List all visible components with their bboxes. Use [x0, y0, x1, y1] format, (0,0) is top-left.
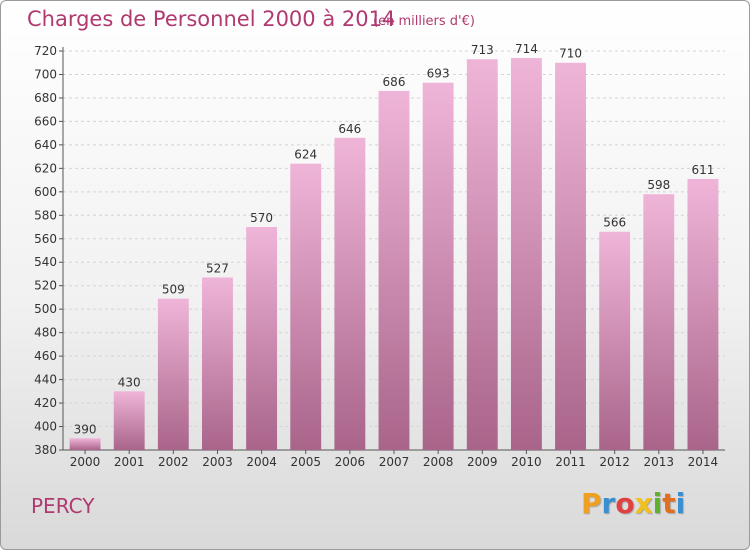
data-label-2004: 570	[250, 211, 273, 225]
y-tick-label: 400	[34, 420, 57, 434]
x-tick-label-2007: 2007	[379, 455, 410, 469]
y-tick-label: 440	[34, 373, 57, 387]
y-tick-label: 480	[34, 326, 57, 340]
bar-2012	[599, 231, 631, 450]
logo-letter: i	[652, 487, 663, 520]
x-tick-label-2003: 2003	[202, 455, 233, 469]
x-tick-label-2014: 2014	[688, 455, 719, 469]
chart-title: Charges de Personnel 2000 à 2014	[27, 7, 396, 31]
bar-2005	[290, 163, 322, 451]
logo-letter: o	[615, 487, 635, 520]
data-label-2002: 509	[162, 283, 185, 297]
data-label-2011: 710	[559, 47, 582, 61]
logo-letter: x	[634, 487, 653, 520]
data-label-2010: 714	[515, 42, 538, 56]
bar-2006	[334, 137, 366, 450]
y-tick-label: 700	[34, 67, 57, 81]
bar-2007	[378, 90, 410, 451]
data-label-2005: 624	[294, 148, 317, 162]
bar-2004	[246, 227, 278, 450]
x-tick-label-2006: 2006	[335, 455, 366, 469]
bar-2000	[69, 438, 101, 450]
y-tick-label: 720	[34, 44, 57, 58]
bar-2009	[466, 59, 498, 450]
x-tick-label-2005: 2005	[290, 455, 321, 469]
y-tick-label: 420	[34, 396, 57, 410]
bar-2008	[422, 82, 454, 450]
bar-2002	[157, 298, 189, 450]
y-tick-label: 560	[34, 232, 57, 246]
x-tick-label-2013: 2013	[644, 455, 675, 469]
x-tick-label-2012: 2012	[599, 455, 630, 469]
y-tick-label: 500	[34, 302, 57, 316]
bar-2014	[687, 178, 719, 450]
bar-2003	[202, 277, 233, 450]
y-tick-label: 520	[34, 279, 57, 293]
x-tick-label-2000: 2000	[70, 455, 101, 469]
data-label-2008: 693	[427, 67, 450, 81]
y-tick-label: 620	[34, 161, 57, 175]
y-tick-label: 600	[34, 185, 57, 199]
x-tick-label-2008: 2008	[423, 455, 454, 469]
x-tick-label-2002: 2002	[158, 455, 189, 469]
x-tick-label-2010: 2010	[511, 455, 542, 469]
data-label-2007: 686	[383, 75, 406, 89]
logo-letter: t	[662, 487, 676, 520]
logo-letter: i	[675, 487, 686, 520]
y-tick-label: 680	[34, 91, 57, 105]
data-label-2006: 646	[338, 122, 361, 136]
data-label-2003: 527	[206, 261, 229, 275]
y-tick-labels: 380 400 420 440 460 480 500 520 540 560 580 600 620 6…	[34, 44, 57, 457]
x-tick-label-2009: 2009	[467, 455, 498, 469]
data-label-2012: 566	[603, 216, 626, 230]
x-tick-label-2004: 2004	[246, 455, 277, 469]
y-tick-label: 640	[34, 138, 57, 152]
y-tick-label: 380	[34, 443, 57, 457]
chart-subtitle: (en milliers d'€)	[373, 14, 475, 29]
bars	[69, 58, 719, 451]
y-tick-label: 660	[34, 114, 57, 128]
bar-2001	[113, 391, 145, 450]
data-label-2013: 598	[647, 178, 670, 192]
y-tick-label: 540	[34, 255, 57, 269]
proxiti-logo[interactable]: Proxiti	[581, 487, 685, 520]
x-tick-label-2001: 2001	[114, 455, 145, 469]
y-tick-label: 580	[34, 208, 57, 222]
commune-name: PERCY	[31, 494, 95, 518]
x-tick-labels: 2000 2001 2002 2003 2004 2005 2006 2007 2008 2009…	[70, 455, 718, 469]
data-label-2001: 430	[118, 375, 141, 389]
x-tick-label-2011: 2011	[555, 455, 586, 469]
logo-letter: P	[581, 487, 602, 520]
data-labels: 390 430 509 527 570 624 646 686 693 713 714 710 566 5…	[74, 42, 715, 436]
bar-2013	[643, 194, 675, 450]
data-label-2009: 713	[471, 43, 494, 57]
bar-2010	[510, 58, 542, 451]
bar-2011	[555, 62, 586, 451]
logo-letter: r	[601, 487, 616, 520]
data-label-2014: 611	[691, 163, 714, 177]
y-tick-label: 460	[34, 349, 57, 363]
data-label-2000: 390	[74, 422, 97, 436]
